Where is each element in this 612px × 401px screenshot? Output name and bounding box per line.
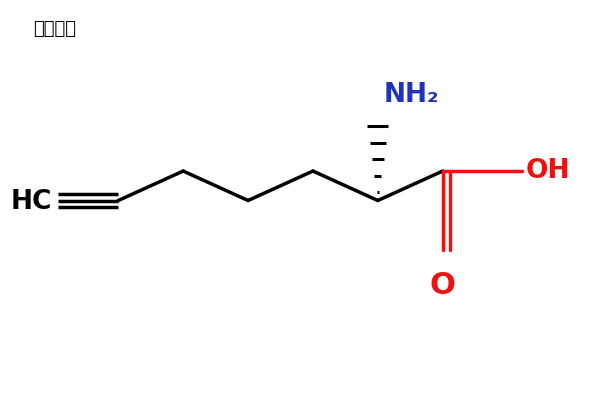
- Text: HC: HC: [11, 189, 52, 215]
- Text: OH: OH: [525, 158, 570, 184]
- Text: 结构式：: 结构式：: [33, 20, 76, 38]
- Text: O: O: [430, 271, 455, 300]
- Text: NH₂: NH₂: [384, 82, 439, 108]
